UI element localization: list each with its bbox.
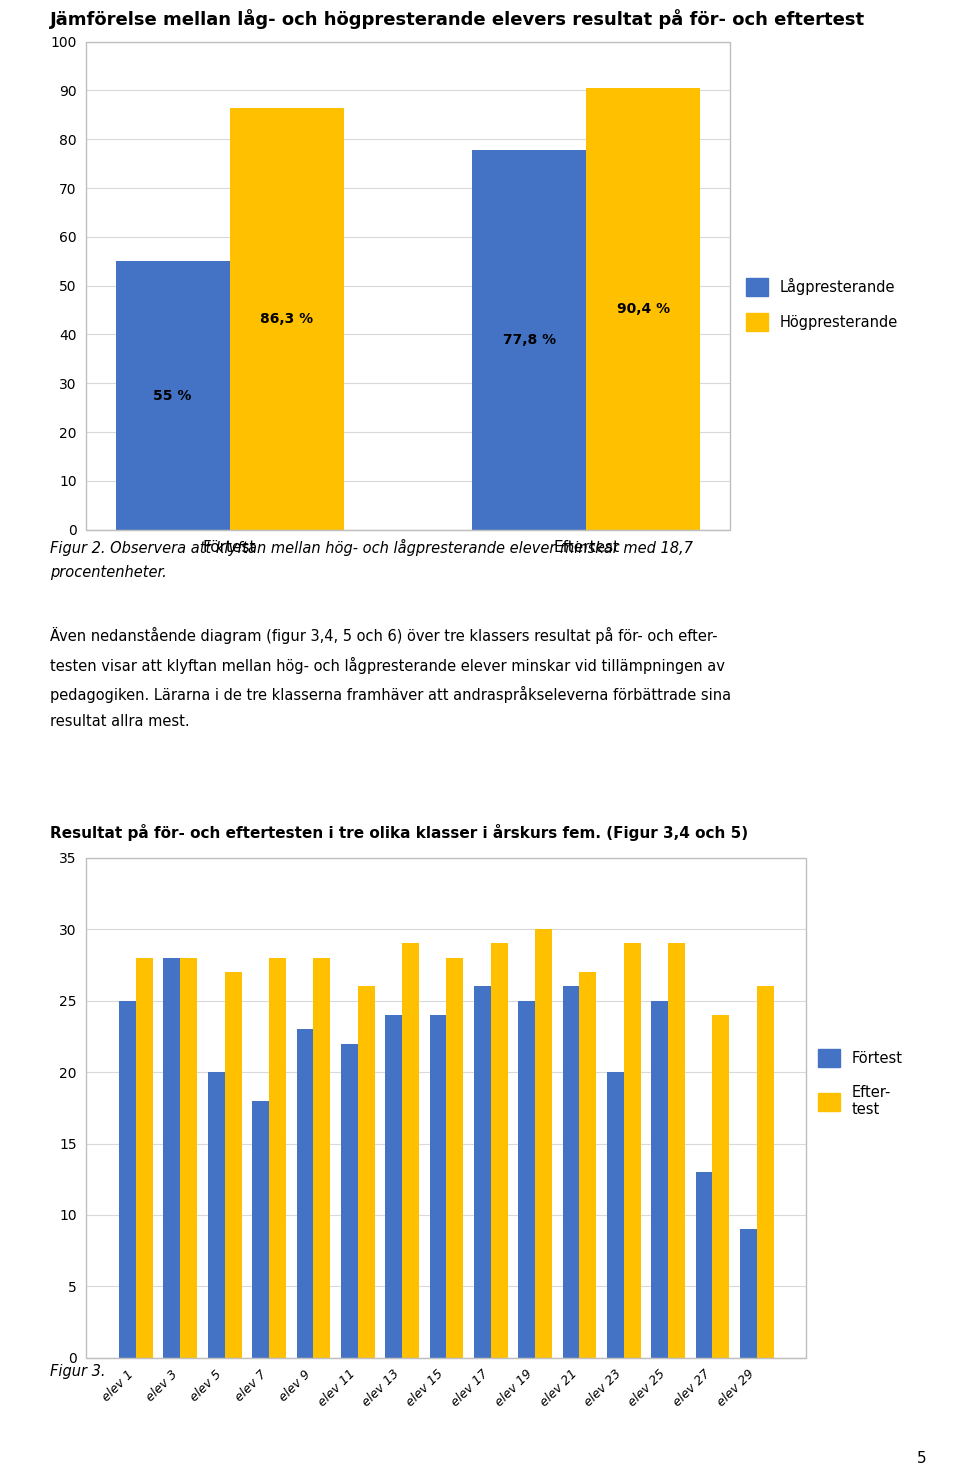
Bar [115, 261, 229, 530]
Bar [535, 929, 552, 1358]
Bar [358, 987, 374, 1358]
Bar [607, 1071, 624, 1358]
Bar [696, 1172, 712, 1358]
Bar [651, 1000, 668, 1358]
Text: Figur 2. Observera att klyftan mellan hög- och lågpresterande elever minskar med: Figur 2. Observera att klyftan mellan hö… [50, 539, 693, 580]
Bar [563, 987, 580, 1358]
Bar [518, 1000, 535, 1358]
Text: 86,3 %: 86,3 % [260, 312, 313, 326]
Text: Figur 3.: Figur 3. [50, 1364, 106, 1379]
Bar [668, 944, 685, 1358]
Bar [136, 957, 153, 1358]
Bar [756, 987, 774, 1358]
Bar [269, 957, 286, 1358]
Bar [712, 1015, 730, 1358]
Bar [163, 957, 180, 1358]
Bar [587, 89, 701, 530]
Text: Även nedanstående diagram (figur 3,4, 5 och 6) över tre klassers resultat på för: Även nedanstående diagram (figur 3,4, 5 … [50, 628, 732, 729]
Legend: Förtest, Efter-
test: Förtest, Efter- test [819, 1049, 903, 1117]
Bar [297, 1030, 313, 1358]
Bar [624, 944, 640, 1358]
Bar [385, 1015, 402, 1358]
Text: 77,8 %: 77,8 % [503, 332, 556, 347]
Bar [491, 944, 508, 1358]
Bar [229, 108, 344, 530]
Bar [313, 957, 330, 1358]
Text: 5: 5 [917, 1450, 926, 1466]
Bar [225, 972, 242, 1358]
Text: 90,4 %: 90,4 % [616, 303, 670, 316]
Text: 55 %: 55 % [154, 389, 192, 402]
Bar [429, 1015, 446, 1358]
Text: Resultat på för- och eftertesten i tre olika klasser i årskurs fem. (Figur 3,4 o: Resultat på för- och eftertesten i tre o… [50, 824, 748, 841]
Bar [474, 987, 491, 1358]
Bar [740, 1229, 756, 1358]
Bar [180, 957, 197, 1358]
Bar [207, 1071, 225, 1358]
Bar [119, 1000, 136, 1358]
Text: Jämförelse mellan låg- och högpresterande elevers resultat på för- och eftertest: Jämförelse mellan låg- och högpresterand… [50, 9, 865, 30]
Bar [402, 944, 419, 1358]
Bar [580, 972, 596, 1358]
Legend: Lågpresterande, Högpresterande: Lågpresterande, Högpresterande [747, 278, 899, 331]
Bar [472, 150, 587, 530]
Bar [341, 1043, 358, 1358]
Bar [252, 1101, 269, 1358]
Bar [446, 957, 464, 1358]
